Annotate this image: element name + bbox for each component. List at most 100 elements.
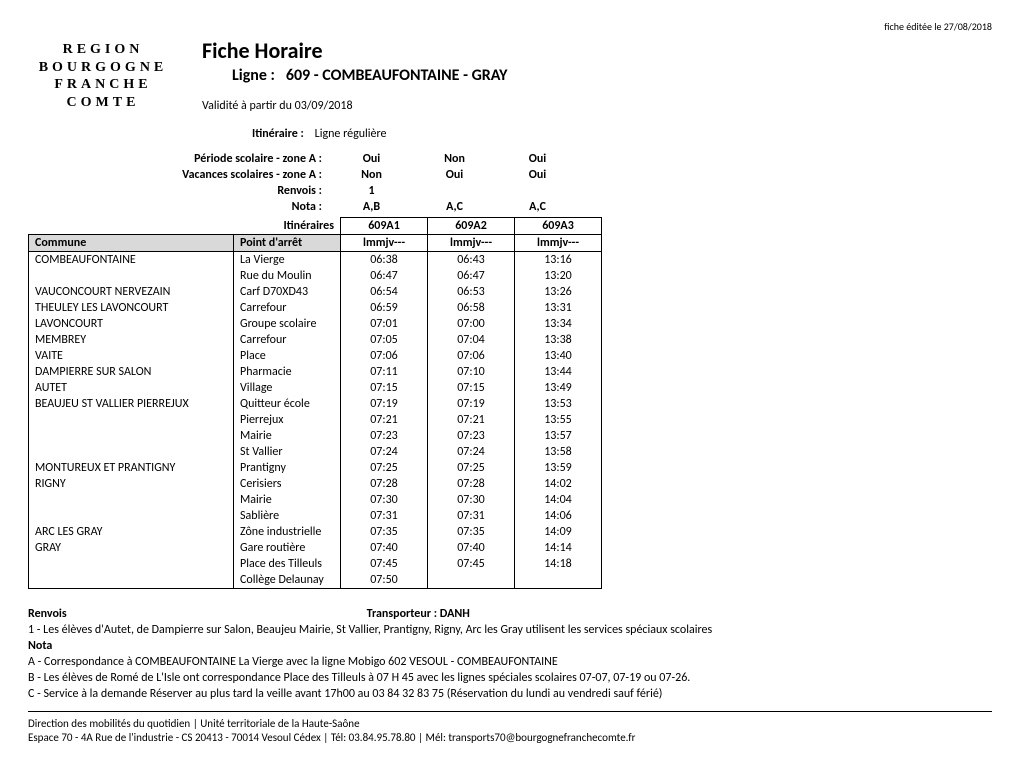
time-cell: 07:28: [428, 476, 515, 492]
time-cell: 07:06: [341, 348, 428, 364]
time-cell: 07:35: [428, 524, 515, 540]
time-cell: 14:04: [515, 492, 602, 508]
commune-cell: [29, 556, 234, 572]
logo-line: BOURGOGNE: [28, 59, 178, 77]
stop-cell: Sablière: [234, 508, 341, 524]
time-cell: 13:26: [515, 284, 602, 300]
time-cell: [515, 572, 602, 589]
time-cell: 06:38: [341, 252, 428, 269]
commune-cell: [29, 428, 234, 444]
edit-date: fiche éditée le 27/08/2018: [28, 20, 992, 33]
logo-line: REGION: [28, 41, 178, 59]
time-cell: 07:25: [341, 460, 428, 476]
meta-label: Vacances scolaires - zone A :: [28, 167, 330, 183]
time-cell: 07:45: [341, 556, 428, 572]
time-cell: 07:40: [428, 540, 515, 556]
meta-value: 1: [330, 183, 413, 199]
meta-label: Période scolaire - zone A :: [28, 151, 330, 167]
itineraries-label: Itinéraires: [234, 218, 341, 235]
header: REGION BOURGOGNE FRANCHE COMTE Fiche Hor…: [28, 37, 992, 151]
table-row: Rue du Moulin06:4706:4713:20: [29, 268, 602, 284]
time-cell: 13:44: [515, 364, 602, 380]
notes-section: Renvois Transporteur : DANH 1 - Les élèv…: [28, 607, 992, 701]
itin-code: 609A2: [428, 218, 515, 235]
stop-cell: Carrefour: [234, 332, 341, 348]
nota-title: Nota: [28, 639, 992, 653]
time-cell: 07:31: [428, 508, 515, 524]
time-cell: 07:06: [428, 348, 515, 364]
stop-cell: Collège Delaunay: [234, 572, 341, 589]
commune-cell: LAVONCOURT: [29, 316, 234, 332]
commune-cell: MEMBREY: [29, 332, 234, 348]
stop-cell: Carrefour: [234, 300, 341, 316]
time-cell: 13:57: [515, 428, 602, 444]
commune-cell: [29, 508, 234, 524]
footer-line: Espace 70 - 4A Rue de l'industrie - CS 2…: [28, 731, 992, 744]
stop-cell: Pierrejux: [234, 412, 341, 428]
commune-cell: [29, 444, 234, 460]
time-cell: 07:19: [428, 396, 515, 412]
time-cell: 07:01: [341, 316, 428, 332]
commune-cell: RIGNY: [29, 476, 234, 492]
table-row: Pierrejux07:2107:2113:55: [29, 412, 602, 428]
stop-cell: St Vallier: [234, 444, 341, 460]
meta-value: A,C: [496, 199, 579, 215]
meta-value: [496, 183, 579, 199]
day-code: lmmjv---: [515, 235, 602, 252]
commune-cell: THEULEY LES LAVONCOURT: [29, 300, 234, 316]
stop-cell: Groupe scolaire: [234, 316, 341, 332]
time-cell: 07:24: [341, 444, 428, 460]
time-cell: [428, 572, 515, 589]
time-cell: 14:02: [515, 476, 602, 492]
logo-line: COMTE: [28, 94, 178, 112]
stop-cell: Place des Tilleuls: [234, 556, 341, 572]
region-logo: REGION BOURGOGNE FRANCHE COMTE: [28, 37, 178, 111]
time-cell: 07:31: [341, 508, 428, 524]
meta-label: Renvois :: [28, 183, 330, 199]
meta-value: Non: [413, 151, 496, 167]
time-cell: 07:23: [341, 428, 428, 444]
table-row: Collège Delaunay07:50: [29, 572, 602, 589]
meta-value: [413, 183, 496, 199]
time-cell: 07:23: [428, 428, 515, 444]
nota-line: C - Service à la demande Réserver au plu…: [28, 687, 992, 701]
time-cell: 06:47: [341, 268, 428, 284]
stop-cell: Zône industrielle: [234, 524, 341, 540]
time-cell: 14:18: [515, 556, 602, 572]
time-cell: 14:14: [515, 540, 602, 556]
meta-value: Oui: [330, 151, 413, 167]
time-cell: 13:34: [515, 316, 602, 332]
time-cell: 13:20: [515, 268, 602, 284]
commune-cell: [29, 268, 234, 284]
time-cell: 06:58: [428, 300, 515, 316]
table-row: ARC LES GRAYZône industrielle07:3507:351…: [29, 524, 602, 540]
time-cell: 07:40: [341, 540, 428, 556]
commune-cell: BEAUJEU ST VALLIER PIERREJUX: [29, 396, 234, 412]
meta-value: A,B: [330, 199, 413, 215]
time-cell: 07:30: [341, 492, 428, 508]
time-cell: 13:59: [515, 460, 602, 476]
logo-line: FRANCHE: [28, 76, 178, 94]
table-row: St Vallier07:2407:2413:58: [29, 444, 602, 460]
line-title: Ligne : 609 - COMBEAUFONTAINE - GRAY: [232, 66, 992, 85]
table-row: VAITEPlace07:0607:0613:40: [29, 348, 602, 364]
time-cell: 14:06: [515, 508, 602, 524]
time-cell: 07:45: [428, 556, 515, 572]
time-cell: 07:15: [341, 380, 428, 396]
time-cell: 06:54: [341, 284, 428, 300]
meta-value: Oui: [496, 167, 579, 183]
stop-cell: Mairie: [234, 428, 341, 444]
page-title: Fiche Horaire: [202, 37, 992, 64]
table-row: COMBEAUFONTAINELa Vierge06:3806:4313:16: [29, 252, 602, 269]
meta-value: A,C: [413, 199, 496, 215]
time-cell: 13:16: [515, 252, 602, 269]
time-cell: 07:05: [341, 332, 428, 348]
table-row: GRAYGare routière07:4007:4014:14: [29, 540, 602, 556]
empty-cell: [29, 218, 234, 235]
time-cell: 13:58: [515, 444, 602, 460]
time-cell: 07:04: [428, 332, 515, 348]
itin-code: 609A1: [341, 218, 428, 235]
time-cell: 06:47: [428, 268, 515, 284]
commune-cell: [29, 412, 234, 428]
commune-cell: DAMPIERRE SUR SALON: [29, 364, 234, 380]
